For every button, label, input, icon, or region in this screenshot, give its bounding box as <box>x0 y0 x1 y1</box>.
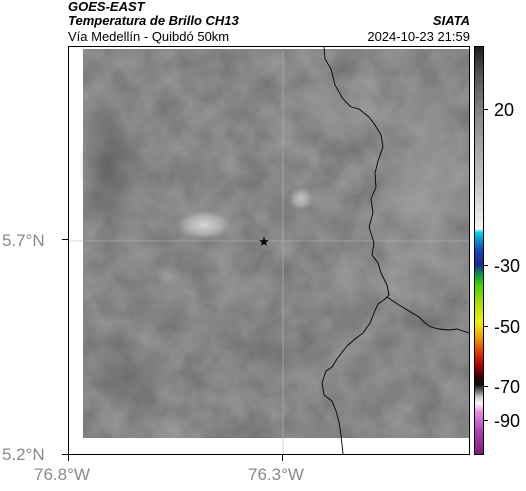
colorbar-label: -90 <box>494 411 521 431</box>
municipal-boundary <box>386 296 469 334</box>
colorbar-tick <box>484 265 488 266</box>
colorbar-tick <box>484 109 488 110</box>
organization-label: SIATA <box>432 13 470 28</box>
colorbar-tick <box>484 386 488 387</box>
lat-tick-mark-5.7 <box>62 239 68 240</box>
lon-tick-label: 76.3°W <box>248 465 304 484</box>
lon-tick-mark-76.3 <box>282 455 283 461</box>
colorbar-label: -50 <box>494 317 521 337</box>
lat-tick-label: 5.2°N <box>2 445 45 464</box>
department-boundary <box>321 47 390 454</box>
map-panel: ★ <box>68 46 470 455</box>
location-star-icon: ★ <box>258 234 270 249</box>
colorbar-tick <box>484 420 488 421</box>
satellite-title: GOES-EAST <box>68 0 145 14</box>
brightness-temperature-map: ★ <box>69 47 469 454</box>
colorbar-label: -70 <box>494 377 521 397</box>
timestamp-label: 2024-10-23 21:59 <box>367 29 470 44</box>
colorbar-label: -30 <box>494 256 521 276</box>
colorbar <box>474 46 484 455</box>
lon-tick-mark-76.8 <box>68 455 69 461</box>
region-label: Vía Medellín - Quibdó 50km <box>68 29 230 44</box>
image-extent <box>79 49 469 438</box>
product-title: Temperatura de Brillo CH13 <box>68 13 239 28</box>
lat-tick-mark-5.2 <box>62 454 68 455</box>
lon-tick-label: 76.8°W <box>34 465 90 484</box>
lat-tick-label: 5.7°N <box>2 231 45 250</box>
colorbar-tick <box>484 326 488 327</box>
colorbar-label: 20 <box>494 100 515 120</box>
